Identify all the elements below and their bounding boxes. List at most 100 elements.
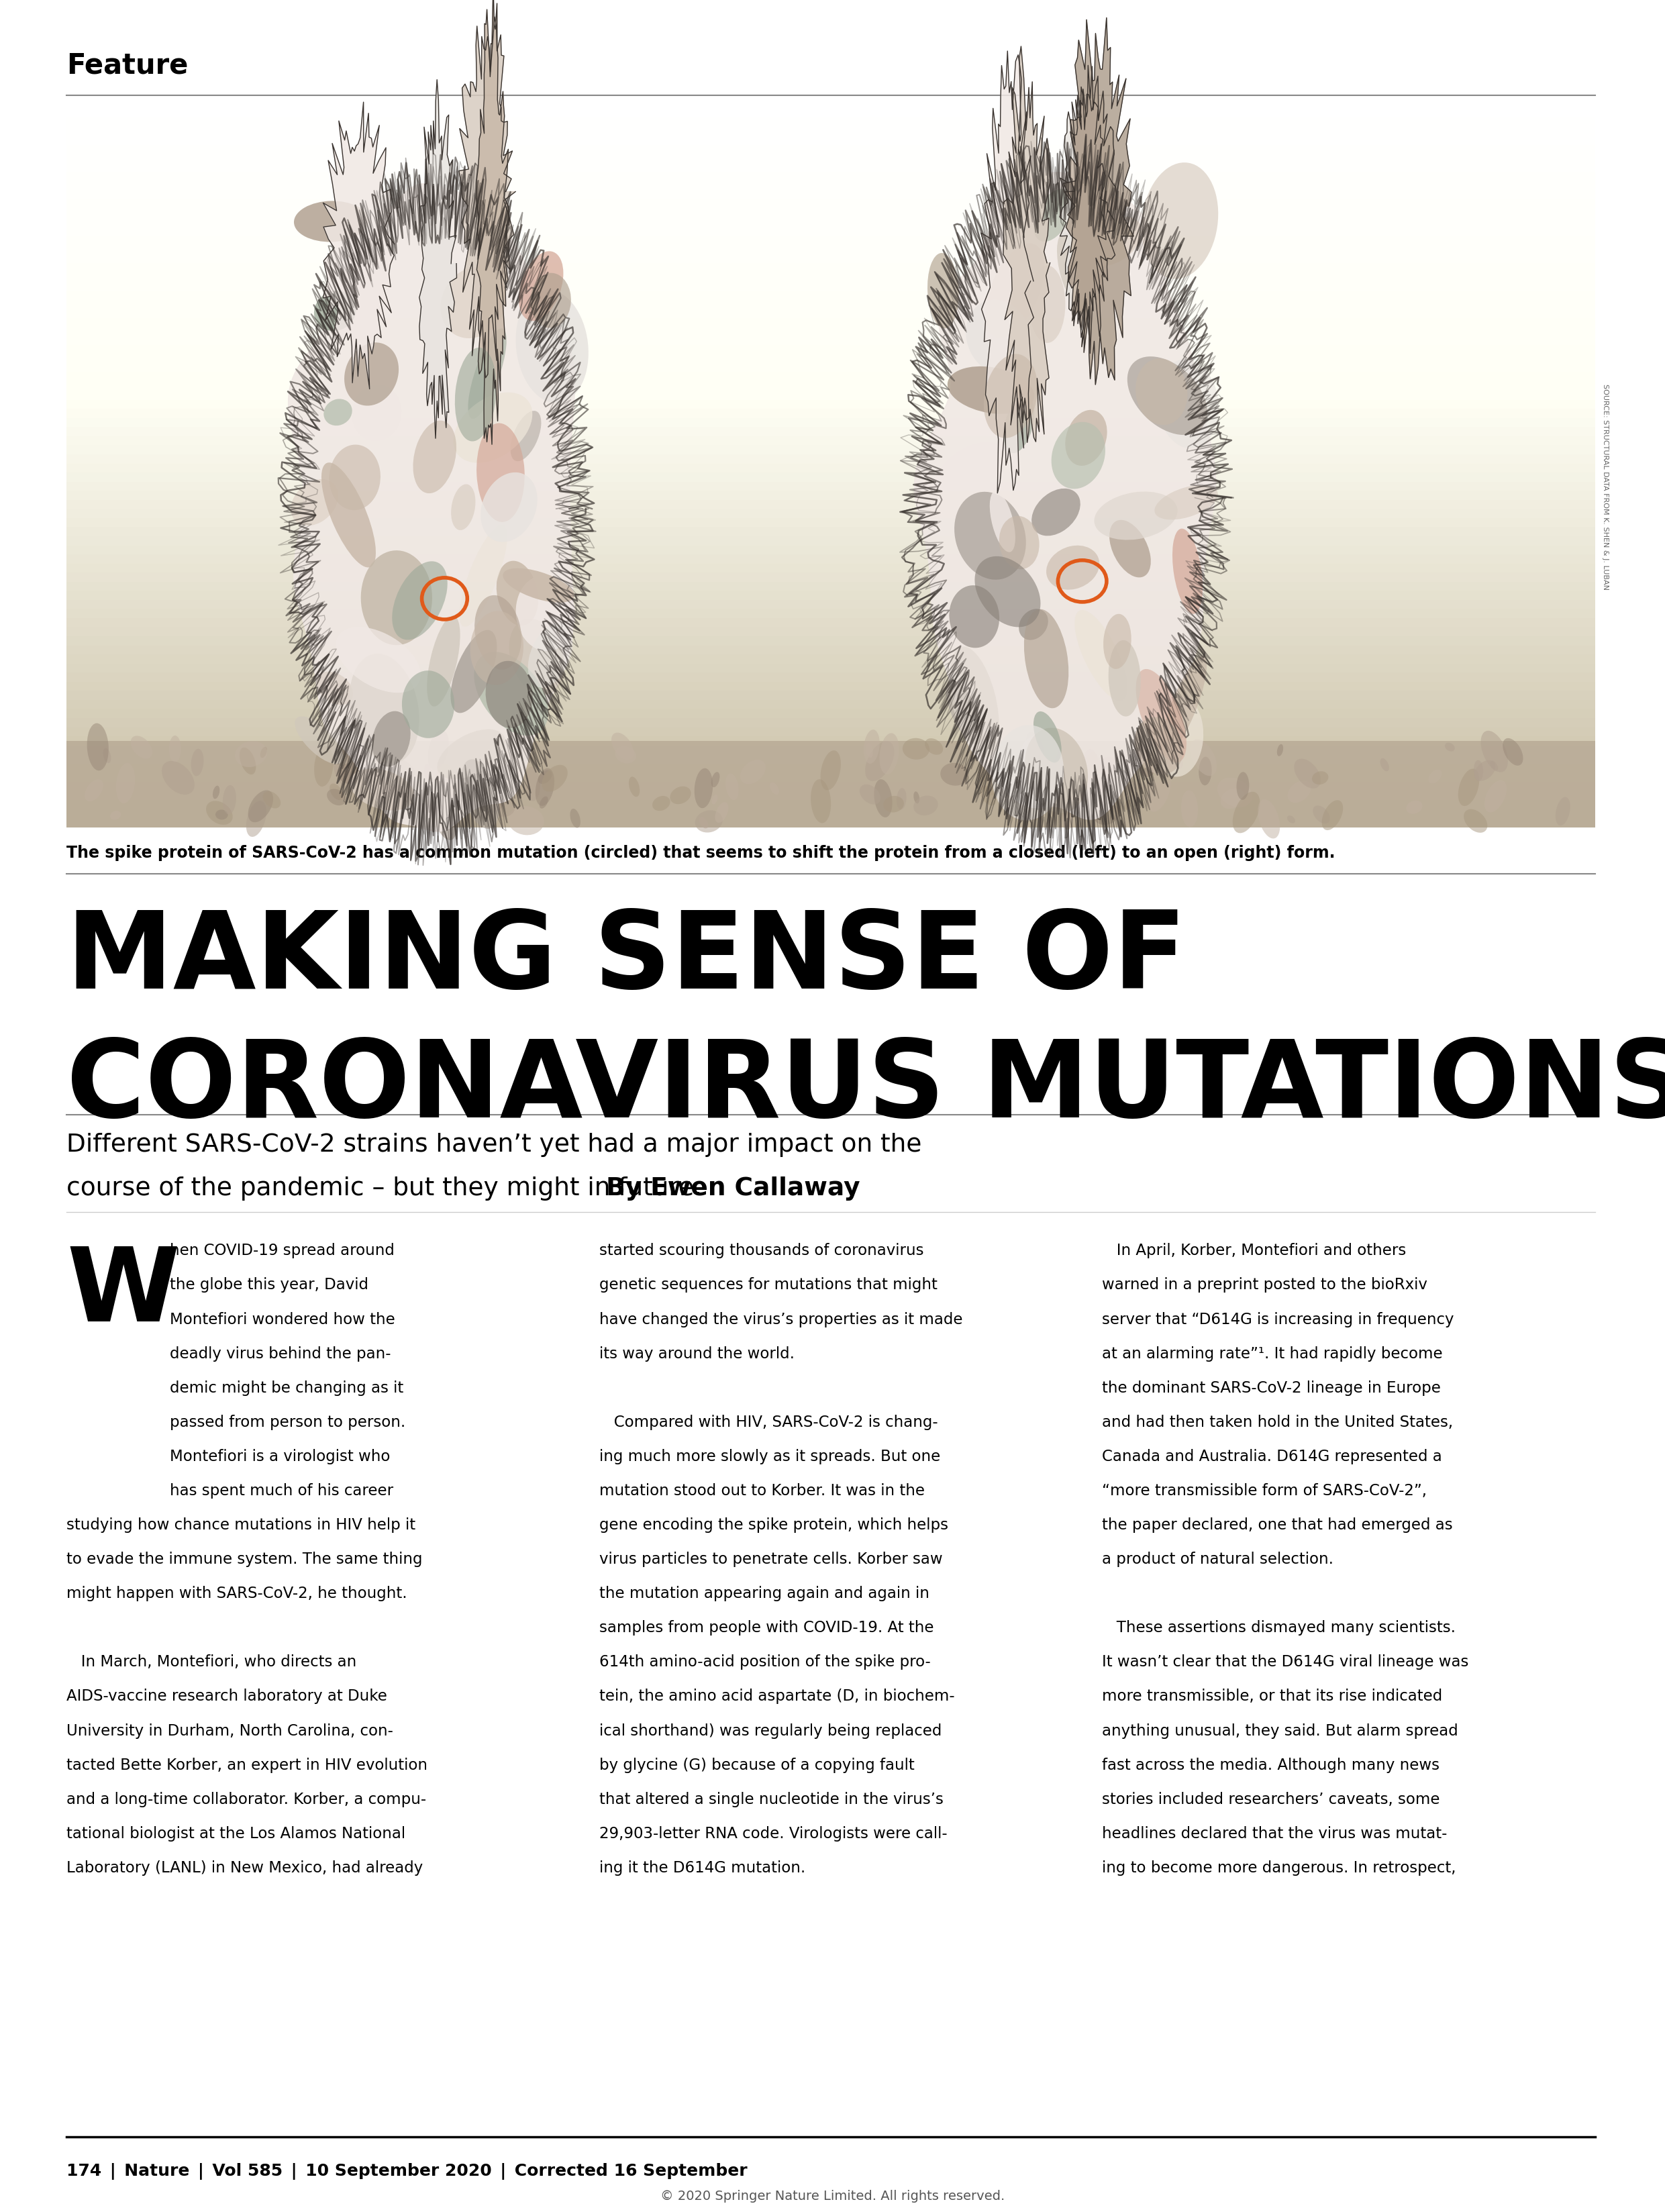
Polygon shape [476,0,509,445]
Bar [67,135,1595,146]
Ellipse shape [936,442,1004,498]
Ellipse shape [1161,657,1207,757]
Bar [67,564,1595,573]
Ellipse shape [430,792,440,803]
Text: its way around the world.: its way around the world. [599,1345,794,1360]
Ellipse shape [336,626,421,692]
Ellipse shape [821,750,841,790]
Bar [67,491,1595,500]
Bar [67,546,1595,555]
Ellipse shape [441,268,506,338]
Ellipse shape [1034,712,1062,763]
Polygon shape [460,18,516,378]
Text: has spent much of his career: has spent much of his career [170,1482,393,1498]
Ellipse shape [1475,761,1495,781]
Text: gene encoding the spike protein, which helps: gene encoding the spike protein, which h… [599,1517,949,1533]
Ellipse shape [351,385,401,440]
Ellipse shape [509,619,564,695]
Ellipse shape [1066,409,1107,467]
Ellipse shape [356,754,368,776]
Ellipse shape [1057,232,1091,307]
Bar [67,208,1595,217]
Ellipse shape [350,653,420,763]
Text: the globe this year, David: the globe this year, David [170,1279,368,1292]
Ellipse shape [235,741,268,768]
Polygon shape [323,102,395,389]
Polygon shape [1004,46,1051,442]
Text: Canada and Australia. D614G represented a: Canada and Australia. D614G represented … [1102,1449,1442,1464]
Ellipse shape [321,462,376,568]
Ellipse shape [401,670,455,739]
Ellipse shape [206,801,233,825]
Ellipse shape [539,796,548,810]
Bar [67,465,1595,473]
Ellipse shape [966,299,1031,374]
Ellipse shape [653,796,669,812]
Ellipse shape [1127,356,1207,436]
Ellipse shape [1312,805,1330,823]
Ellipse shape [1096,757,1117,774]
Ellipse shape [1032,489,1081,535]
Ellipse shape [1136,358,1187,425]
Bar [67,763,1595,772]
Bar [67,155,1595,164]
Ellipse shape [1094,491,1177,540]
Text: stories included researchers’ caveats, some: stories included researchers’ caveats, s… [1102,1792,1440,1807]
Ellipse shape [874,779,892,818]
Ellipse shape [989,491,1016,553]
Bar [67,518,1595,526]
Bar [67,473,1595,482]
Ellipse shape [1405,801,1422,814]
Ellipse shape [508,805,544,836]
Ellipse shape [191,750,203,776]
Text: tein, the amino acid aspartate (D, in biochem-: tein, the amino acid aspartate (D, in bi… [599,1690,954,1703]
Text: 614th amino-acid position of the spike pro-: 614th amino-acid position of the spike p… [599,1655,931,1670]
Text: Montefiori is a virologist who: Montefiori is a virologist who [170,1449,390,1464]
Polygon shape [1059,86,1107,338]
Polygon shape [914,173,1215,818]
Bar [67,482,1595,491]
Bar [67,710,1595,719]
Text: to evade the immune system. The same thing: to evade the immune system. The same thi… [67,1553,423,1566]
Bar [67,781,1595,792]
Text: University in Durham, North Carolina, con-: University in Durham, North Carolina, co… [67,1723,393,1739]
Ellipse shape [1082,750,1099,785]
Text: genetic sequences for mutations that might: genetic sequences for mutations that mig… [599,1279,937,1292]
Polygon shape [288,184,574,832]
Bar [67,146,1595,155]
Text: and a long-time collaborator. Korber, a compu-: and a long-time collaborator. Korber, a … [67,1792,426,1807]
Ellipse shape [1136,668,1187,763]
Bar [67,792,1595,801]
Ellipse shape [866,741,894,781]
Ellipse shape [361,551,433,646]
Text: warned in a preprint posted to the bioRxiv: warned in a preprint posted to the bioRx… [1102,1279,1427,1292]
Ellipse shape [460,524,508,626]
Bar [67,445,1595,453]
Text: Laboratory (LANL) in New Mexico, had already: Laboratory (LANL) in New Mexico, had alr… [67,1860,423,1876]
Ellipse shape [741,759,766,783]
Ellipse shape [1322,801,1344,830]
Ellipse shape [85,779,103,801]
Ellipse shape [468,327,506,418]
Ellipse shape [726,774,739,801]
Ellipse shape [519,252,563,321]
Ellipse shape [1199,757,1212,785]
Ellipse shape [1172,529,1202,615]
Text: headlines declared that the virus was mutat-: headlines declared that the virus was mu… [1102,1827,1447,1840]
Ellipse shape [1087,217,1142,265]
Ellipse shape [1109,639,1141,717]
Ellipse shape [769,783,779,794]
Ellipse shape [246,801,266,836]
Ellipse shape [694,768,713,807]
Ellipse shape [924,739,942,754]
Ellipse shape [435,805,456,841]
Ellipse shape [614,745,636,763]
Ellipse shape [351,734,376,770]
Ellipse shape [516,290,588,403]
Ellipse shape [423,801,441,818]
Ellipse shape [1312,772,1329,785]
Text: a product of natural selection.: a product of natural selection. [1102,1553,1334,1566]
Text: the dominant SARS-CoV-2 lineage in Europe: the dominant SARS-CoV-2 lineage in Europ… [1102,1380,1440,1396]
Ellipse shape [1026,732,1044,759]
Ellipse shape [438,730,506,779]
